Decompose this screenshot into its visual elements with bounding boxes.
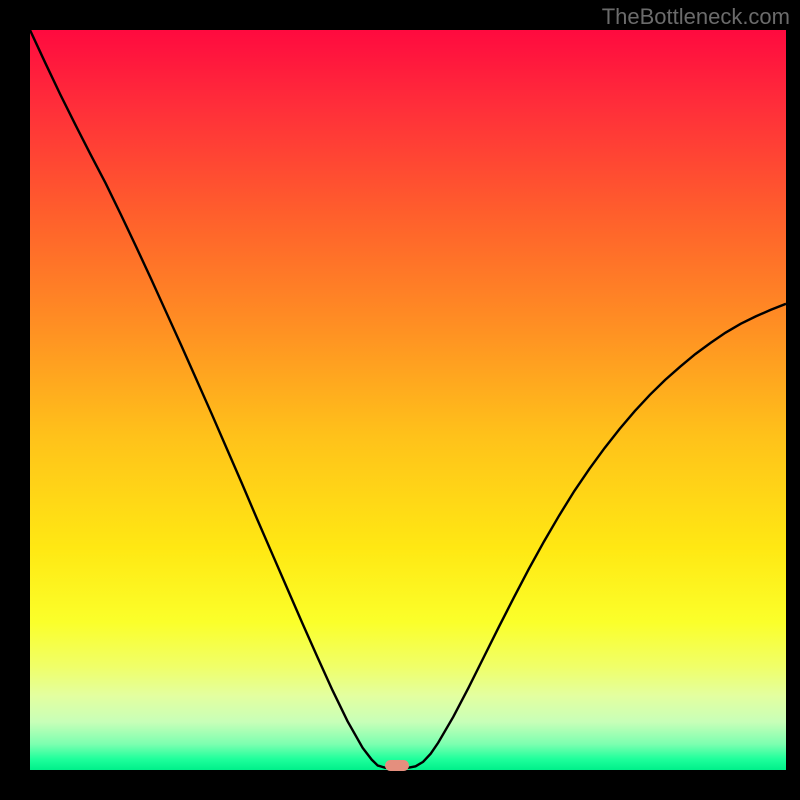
- bottleneck-curve: [30, 30, 786, 770]
- optimal-marker: [385, 760, 409, 772]
- plot-area: [30, 30, 786, 770]
- watermark-text: TheBottleneck.com: [602, 4, 790, 30]
- chart-frame: TheBottleneck.com: [0, 0, 800, 800]
